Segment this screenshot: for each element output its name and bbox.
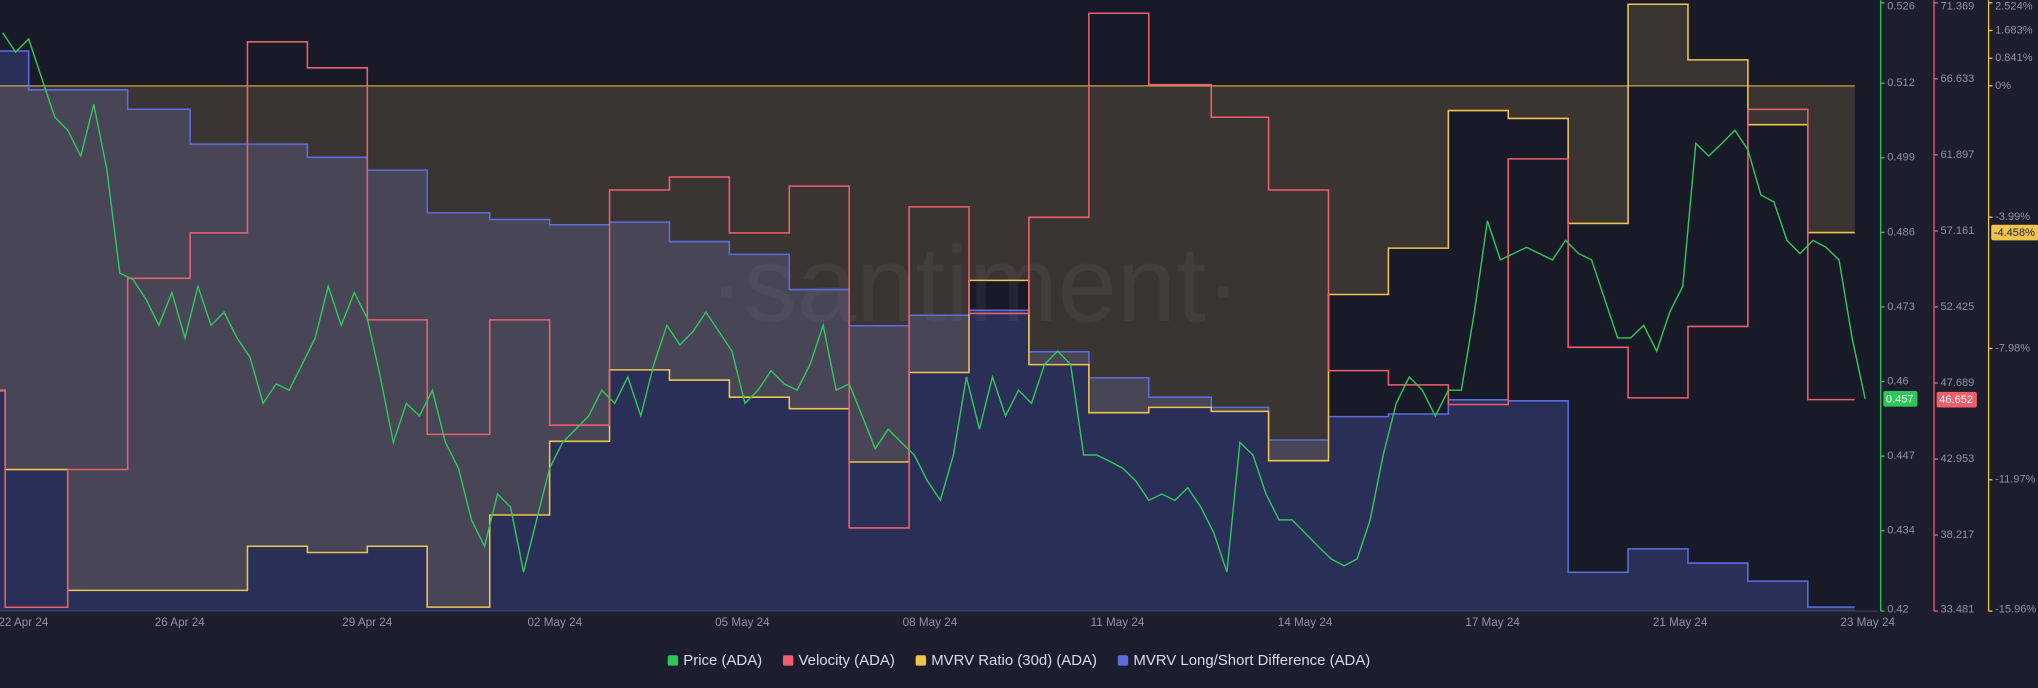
y-tick-label: 0.499 [1887,152,1915,164]
x-tick-label: 26 Apr 24 [155,616,206,629]
y-tick-label: -15.96% [1995,604,2036,616]
y-tick-label: -3.99% [1995,211,2030,223]
y-tick-label: 0.434 [1887,525,1915,537]
x-tick-label: 21 May 24 [1653,616,1708,629]
x-tick-label: 29 Apr 24 [342,616,393,629]
series-line [2,32,1866,573]
x-tick-label: 05 May 24 [715,616,770,629]
y-tick-label: 52.425 [1941,301,1975,313]
legend-label: Velocity (ADA) [799,652,895,669]
legend-swatch [1117,655,1129,666]
current-value-label: 46.652 [1939,394,1973,406]
current-value-box [1936,391,1977,408]
y-tick-label: 57.161 [1941,225,1975,237]
y-tick-label: 0.841% [1995,52,2033,64]
y-tick-label: 38.217 [1941,529,1975,541]
x-tick-label: 14 May 24 [1278,616,1333,629]
legend-swatch [667,655,679,666]
current-value-box [1991,224,2038,241]
y-tick-label: -7.98% [1995,342,2030,354]
y-tick-label: 66.633 [1941,73,1975,85]
current-value-label: -4.458% [1994,227,2035,239]
legend-label: MVRV Long/Short Difference (ADA) [1133,652,1370,669]
x-tick-label: 23 May 24 [1840,616,1895,629]
watermark: ·santiment· [708,225,1241,344]
y-tick-label: 0.526 [1887,1,1915,13]
area [0,4,1855,608]
y-tick-label: 1.683% [1995,24,2033,36]
y-tick-label: 0.46 [1887,375,1908,387]
x-tick-label: 22 Apr 24 [0,616,49,629]
y-tick-label: 2.524% [1995,1,2033,13]
y-tick-label: 47.689 [1941,377,1975,389]
x-tick-label: 11 May 24 [1091,616,1145,629]
x-tick-label: 17 May 24 [1465,616,1520,629]
y-tick-label: 0.447 [1887,450,1915,462]
y-tick-label: 0.512 [1887,77,1915,89]
series-line [0,12,1855,609]
current-value-label: 0.457 [1886,393,1914,405]
plot-area [0,0,1878,611]
y-tick-label: 61.897 [1941,149,1975,161]
y-tick-label: 42.953 [1941,453,1975,465]
y-tick-label: 0.42 [1887,604,1908,616]
y-tick-label: 0% [1995,80,2011,92]
y-tick-label: -11.97% [1995,474,2035,486]
x-tick-label: 02 May 24 [528,616,583,629]
legend-label: MVRV Ratio (30d) (ADA) [931,652,1097,669]
x-tick-label: 08 May 24 [903,616,958,629]
legend-swatch [782,655,794,666]
series-line [0,3,1855,608]
y-tick-label: 0.473 [1887,301,1915,313]
legend-swatch [915,655,927,666]
legend-label: Price (ADA) [683,652,762,669]
area [0,50,1855,612]
y-tick-label: 0.486 [1887,226,1915,238]
y-tick-label: 71.369 [1941,1,1975,13]
y-tick-label: 33.481 [1941,604,1975,616]
current-value-box [1883,390,1918,407]
